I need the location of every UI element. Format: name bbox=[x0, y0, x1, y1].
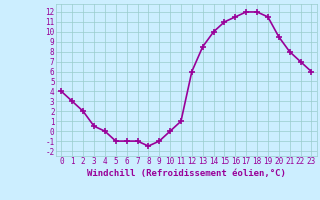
X-axis label: Windchill (Refroidissement éolien,°C): Windchill (Refroidissement éolien,°C) bbox=[87, 169, 286, 178]
